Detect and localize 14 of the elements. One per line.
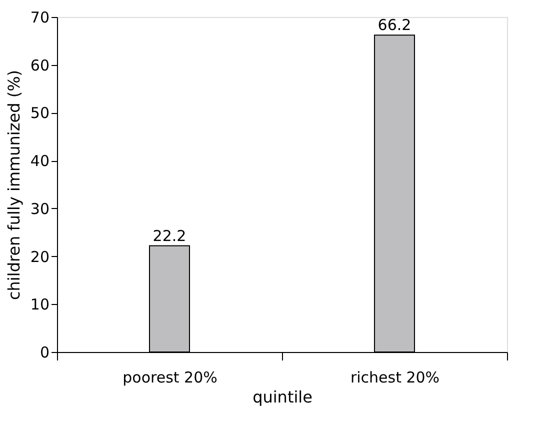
y-tick-label: 0 <box>40 344 50 362</box>
data-label: 22.2 <box>152 226 186 245</box>
y-tick-label: 20 <box>30 248 50 266</box>
x-tick-label: richest 20% <box>350 368 440 386</box>
y-tick-label: 40 <box>30 152 50 170</box>
y-axis-title: children fully immunized (%) <box>4 70 24 300</box>
y-tick-label: 50 <box>30 104 50 122</box>
y-tick-label: 10 <box>30 296 50 314</box>
y-tick-label: 60 <box>30 56 50 74</box>
y-tick-label: 30 <box>30 200 50 218</box>
x-axis-title: quintile <box>252 388 312 406</box>
y-tick-label: 70 <box>30 8 50 26</box>
x-tick-label: poorest 20% <box>122 368 218 386</box>
data-label: 66.2 <box>378 16 412 34</box>
